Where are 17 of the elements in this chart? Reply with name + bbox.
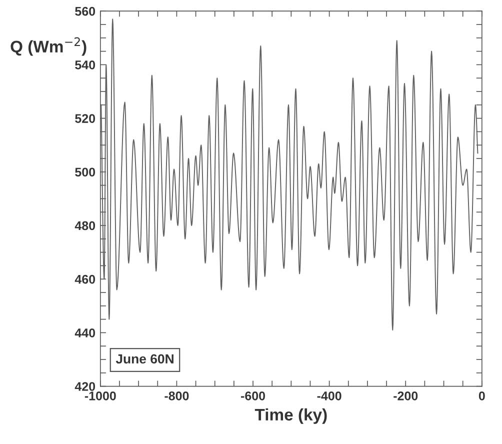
x-tick-label: 0 <box>478 391 485 400</box>
x-tick-label: -1000 <box>84 391 116 400</box>
y-axis-title: Q (Wm$^{−2}$) <box>10 37 86 56</box>
x-tick-label: -400 <box>317 391 342 400</box>
y-tick-label: 540 <box>75 60 96 70</box>
y-tick-label: 460 <box>74 274 96 284</box>
y-tick-label: 560 <box>75 6 96 16</box>
annotation: June 60N <box>116 354 174 364</box>
x-tick-label: -800 <box>164 391 189 400</box>
y-tick-label: 440 <box>74 328 96 338</box>
x-tick-label: -200 <box>394 391 418 400</box>
y-tick-label: 480 <box>74 221 96 230</box>
y-tick-label: 420 <box>74 382 96 391</box>
x-tick-label: -600 <box>240 391 266 400</box>
y-tick-label: 520 <box>75 114 96 123</box>
y-tick-label: 500 <box>75 168 96 177</box>
x-axis-title: Time (ky) <box>254 408 327 424</box>
